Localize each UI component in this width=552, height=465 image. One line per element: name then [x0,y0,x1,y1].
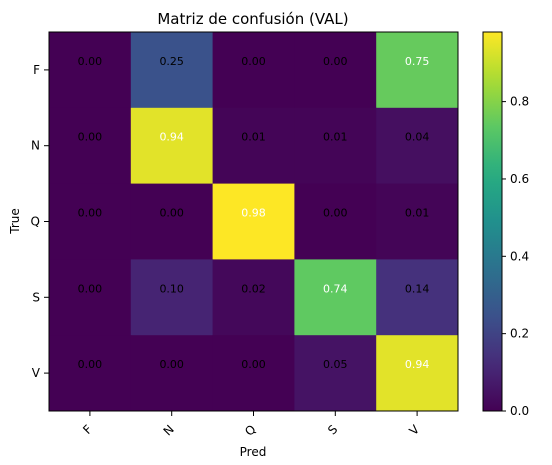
heatmap-cell [49,107,132,185]
heatmap-cell [49,259,132,336]
y-tick-label: F [33,63,40,77]
heatmap-cell [49,335,132,412]
heatmap-cell [294,335,377,412]
cell-value-label: 0.00 [241,358,266,371]
heatmap-cell [212,32,295,109]
cell-value-label: 0.01 [241,131,266,144]
cell-value-label: 0.00 [78,131,103,144]
cell-value-label: 0.01 [323,131,348,144]
cell-value-label: 0.00 [323,55,348,68]
x-tick-label: F [80,422,95,437]
colorbar-tick-label: 0.6 [510,172,529,186]
colorbar-tick-label: 0.8 [510,95,529,109]
heatmap-cell [376,32,459,109]
cell-value-label: 0.10 [159,282,184,295]
cell-value-label: 0.01 [405,207,430,220]
cell-value-label: 0.75 [405,55,430,68]
cell-value-label: 0.94 [159,131,184,144]
cell-value-label: 0.00 [241,55,266,68]
y-tick-label: N [31,139,40,153]
heatmap-cell [212,183,295,260]
heatmap-cell [294,259,377,336]
heatmap-cell [130,335,214,412]
heatmap-cell [212,259,295,336]
cell-value-label: 0.14 [405,282,430,295]
colorbar-tick-label: 0.2 [510,327,529,341]
x-tick-label: N [161,422,177,438]
cell-value-label: 0.25 [159,55,184,68]
heatmap-cell [49,183,132,260]
y-axis: F N Q S V [31,63,49,380]
y-tick-label: V [32,366,41,380]
heatmap-cell [294,32,377,109]
heatmap-cell [376,259,459,336]
heatmap-cell [294,107,377,185]
cell-value-label: 0.00 [159,358,184,371]
heatmap-cell [130,183,214,260]
heatmap-cell [130,107,214,185]
heatmap-cell [376,107,459,185]
cell-value-label: 0.00 [159,207,184,220]
y-axis-label: True [8,208,22,235]
colorbar-ticks: 0.0 0.2 0.4 0.6 0.8 [502,95,529,418]
heatmap-cell [49,32,132,109]
y-tick-label: S [32,290,40,304]
colorbar-tick-label: 0.4 [510,249,529,263]
heatmap-cell [130,32,214,109]
cell-value-label: 0.98 [241,207,266,220]
cell-value-label: 0.00 [78,282,103,295]
x-tick-label: V [407,422,423,438]
heatmap-cell [212,107,295,185]
heatmap-cell [376,183,459,260]
x-axis-label: Pred [240,445,267,459]
cell-value-label: 0.94 [405,358,430,371]
heatmap-cell [130,259,214,336]
cell-value-label: 0.00 [78,55,103,68]
heatmap-cell [212,335,295,412]
cell-value-label: 0.00 [78,207,103,220]
cell-value-label: 0.74 [323,282,348,295]
colorbar [482,31,503,412]
chart-title: Matriz de confusión (VAL) [157,10,348,28]
heatmap-cell [376,335,459,412]
heatmap-cell [294,183,377,260]
y-tick-label: Q [31,215,40,229]
cell-value-label: 0.02 [241,282,266,295]
x-tick-label: Q [242,422,259,439]
cell-value-label: 0.04 [405,131,430,144]
cell-value-label: 0.00 [78,358,103,371]
colorbar-tick-label: 0.0 [510,404,529,418]
cell-value-label: 0.00 [323,207,348,220]
heatmap-value-labels: 0.00 0.25 0.00 0.00 0.75 0.00 0.94 0.01 0.01 0.04… [78,55,430,371]
heatmap-cells [49,32,459,412]
cell-value-label: 0.05 [323,358,348,371]
x-tick-label: S [325,422,340,437]
